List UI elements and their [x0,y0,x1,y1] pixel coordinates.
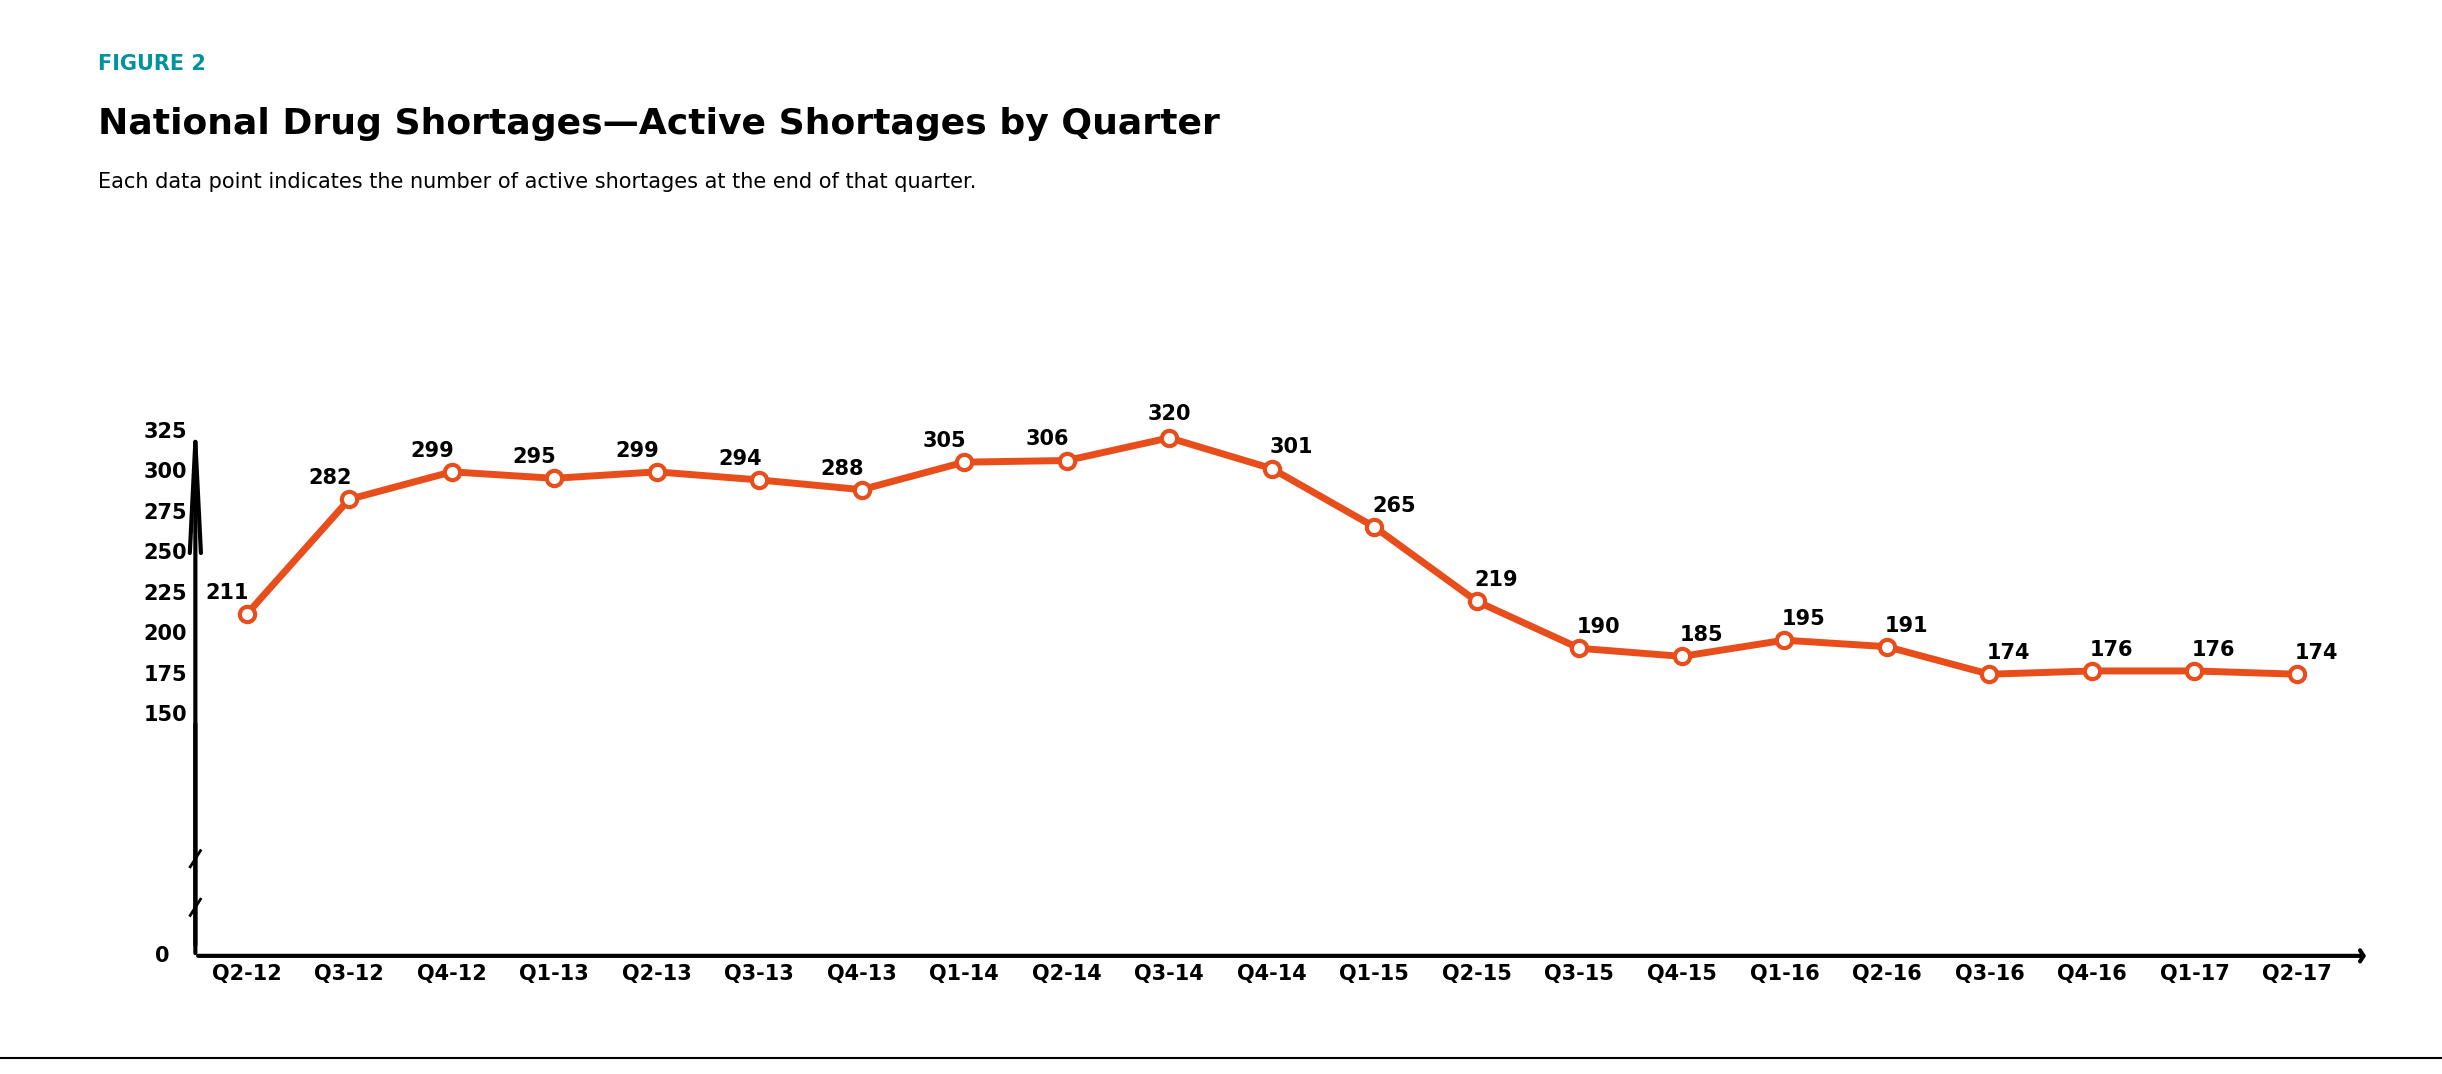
Text: 294: 294 [718,449,762,469]
Text: 191: 191 [1885,615,1929,636]
Text: 306: 306 [1026,430,1070,449]
Text: 299: 299 [410,440,454,461]
Text: 211: 211 [205,583,249,604]
Text: 288: 288 [821,459,864,479]
Text: 320: 320 [1148,404,1192,424]
Text: 174: 174 [2295,643,2337,663]
Text: 176: 176 [2090,640,2134,659]
Text: National Drug Shortages—Active Shortages by Quarter: National Drug Shortages—Active Shortages… [98,107,1219,142]
Text: 0: 0 [156,946,171,966]
Text: 299: 299 [615,440,659,461]
Text: 265: 265 [1372,496,1416,516]
Text: 174: 174 [1988,643,2032,663]
Text: 282: 282 [308,468,352,489]
Text: 305: 305 [923,431,967,451]
Text: 176: 176 [2193,640,2237,659]
Text: Each data point indicates the number of active shortages at the end of that quar: Each data point indicates the number of … [98,172,977,192]
Text: 190: 190 [1578,618,1621,637]
Text: FIGURE 2: FIGURE 2 [98,54,205,74]
Text: 295: 295 [513,447,557,467]
Text: 195: 195 [1783,609,1827,629]
Text: 301: 301 [1270,437,1314,458]
Text: 219: 219 [1475,570,1519,591]
Text: 185: 185 [1680,625,1724,645]
